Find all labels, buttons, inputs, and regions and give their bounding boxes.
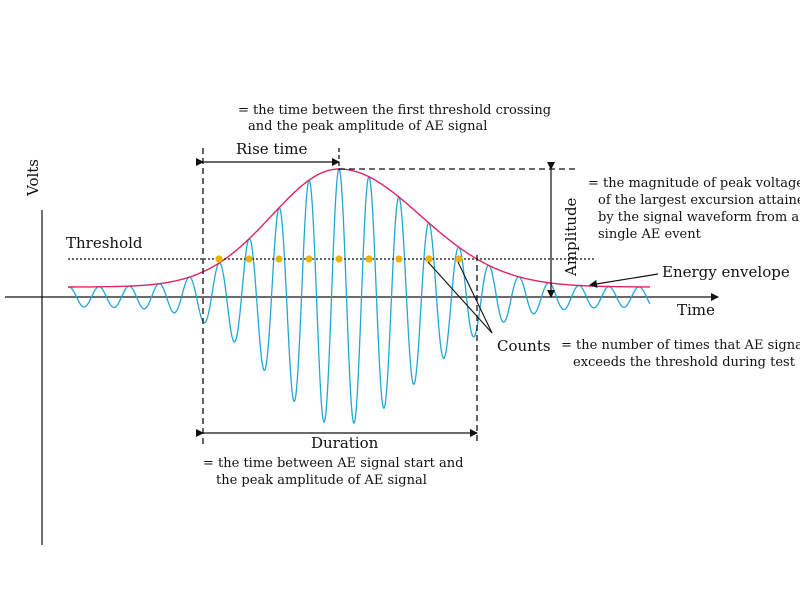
rise-time-definition-2: and the peak amplitude of AE signal (248, 119, 488, 134)
amplitude-definition-1: = the magnitude of peak voltage (588, 176, 800, 191)
count-marker (335, 255, 343, 263)
rise-time-label: Rise time (236, 140, 308, 158)
duration-label: Duration (311, 434, 379, 452)
counts-label: Counts (497, 337, 551, 355)
counts-definition-1: = the number of times that AE signal (561, 338, 800, 353)
count-marker (365, 255, 373, 263)
count-marker (425, 255, 433, 263)
counts-pointer-2 (457, 261, 493, 334)
count-marker (275, 255, 283, 263)
count-marker (215, 255, 223, 263)
x-axis-label: Time (677, 301, 715, 319)
duration-definition-2: the peak amplitude of AE signal (216, 473, 427, 488)
count-marker (395, 255, 403, 263)
amplitude-definition-3: by the signal waveform from a (598, 210, 800, 225)
counts-definition-2: exceeds the threshold during test (573, 355, 795, 370)
count-markers (215, 255, 463, 263)
count-marker (245, 255, 253, 263)
amplitude-label: Amplitude (562, 197, 580, 276)
duration-definition-1: = the time between AE signal start and (203, 456, 464, 471)
amplitude-definition-2: of the largest excursion attained (598, 193, 800, 208)
threshold-label: Threshold (66, 234, 143, 252)
energy-envelope-pointer (589, 273, 659, 288)
amplitude-definition-4: single AE event (598, 227, 701, 242)
count-marker (455, 255, 463, 263)
y-axis-label-vertical: Volts (24, 158, 42, 196)
energy-envelope-label: Energy envelope (662, 263, 790, 281)
rise-time-definition-1: = the time between the first threshold c… (238, 103, 552, 118)
count-marker (305, 255, 313, 263)
counts-pointer-1 (427, 261, 493, 334)
